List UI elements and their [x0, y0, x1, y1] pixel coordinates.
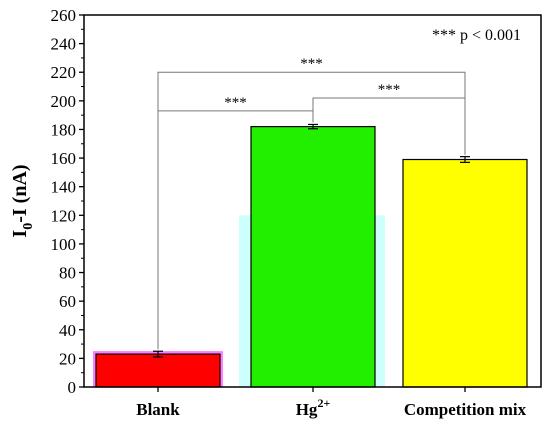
x-ticks: Blank Hg2+ Competition mix	[136, 387, 527, 419]
y-tick-label: 140	[51, 178, 77, 197]
y-tick-label: 160	[51, 149, 77, 168]
y-tick-label: 40	[59, 321, 76, 340]
bar	[95, 353, 221, 388]
y-axis-label: I0-I (nA)	[9, 164, 36, 237]
pvalue-annotation: *** p < 0.001	[432, 27, 521, 44]
y-ticks: 0 20 40 60 80 100 120 140 160 180 200 220 240 260	[51, 6, 84, 397]
y-tick-label: 0	[68, 378, 77, 397]
y-tick-label: 100	[51, 235, 77, 254]
error-bars	[153, 123, 470, 358]
y-tick-label: 60	[59, 292, 76, 311]
significance-label: ***	[378, 82, 401, 98]
y-tick-label: 200	[51, 92, 77, 111]
y-tick-label: 20	[59, 349, 76, 368]
y-tick-label: 120	[51, 206, 77, 225]
y-axis-title: I0-I (nA)	[9, 164, 36, 237]
significance-brackets: *** *** ***	[157, 56, 466, 350]
y-tick-label: 220	[51, 63, 77, 82]
bar	[402, 158, 528, 388]
y-tick-label: 180	[51, 120, 77, 139]
significance-bracket	[312, 97, 466, 155]
significance-label: ***	[224, 95, 247, 111]
bars	[95, 125, 528, 388]
y-tick-label: 80	[59, 264, 76, 283]
x-tick-label: Blank	[136, 400, 180, 419]
significance-label: ***	[300, 56, 323, 72]
y-tick-label: 260	[51, 6, 77, 25]
x-tick-label: Hg2+	[296, 396, 331, 419]
bar	[250, 125, 376, 388]
x-tick-label: Competition mix	[404, 400, 527, 419]
y-tick-label: 240	[51, 35, 77, 54]
